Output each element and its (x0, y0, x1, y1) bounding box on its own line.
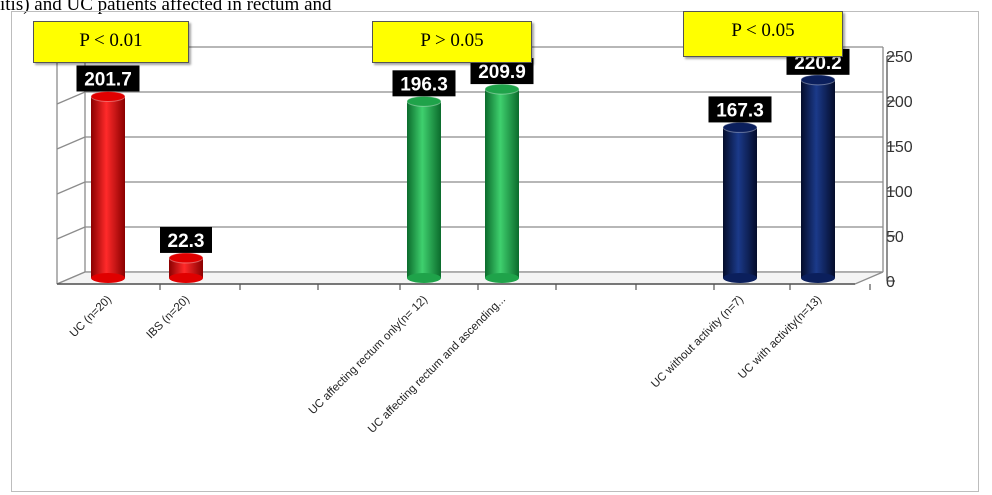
bar-body (801, 79, 835, 278)
data-label-text: 220.2 (794, 53, 842, 74)
data-label-text: 201.7 (84, 69, 132, 90)
p-value-box-activity: P < 0.05 (683, 11, 843, 57)
category-label: UC without activity (n=7) (649, 294, 746, 391)
bar-body (169, 257, 203, 278)
bar-top (484, 83, 520, 95)
gridline-side (56, 136, 86, 150)
bar-body (485, 89, 519, 278)
y-tick-label: 0 (886, 274, 895, 291)
bar (800, 74, 836, 283)
y-axis: 0 50 100 150 200 250 (886, 49, 913, 291)
y-tick-label: 150 (886, 139, 913, 156)
bar (168, 252, 204, 283)
data-label: 196.3 (392, 70, 456, 97)
data-label-text: 209.9 (478, 62, 526, 83)
bar-base (407, 273, 441, 283)
data-label-box (160, 226, 212, 253)
data-label-box (392, 70, 456, 97)
bar-top (800, 74, 836, 86)
bar-top (90, 90, 126, 102)
bar-base (723, 273, 757, 283)
data-label-text: 167.3 (716, 100, 764, 121)
data-label: 167.3 (708, 96, 772, 123)
gridline-side (56, 226, 86, 240)
y-tick-label: 50 (886, 229, 904, 246)
data-label: 201.7 (76, 65, 140, 92)
gridline-side (56, 91, 86, 105)
data-labels-layer: 201.7 22.3 196.3 209.9 167.3 220.2 (76, 48, 850, 253)
data-label-text: 22.3 (168, 231, 205, 252)
x-axis-labels: UC (n=20) IBS (n=20) UC affecting rectum o… (68, 294, 824, 436)
bar-base (169, 273, 203, 283)
bar (722, 121, 758, 283)
category-label: IBS (n=20) (145, 294, 193, 342)
bar-top (406, 95, 442, 107)
gridline-side (56, 181, 86, 195)
category-label: UC affecting rectum and ascending... (366, 294, 508, 436)
p-value-box-uc-vs-ibs: P < 0.01 (33, 21, 189, 63)
bar-base (485, 273, 519, 283)
category-label: UC with activity(n=13) (736, 294, 824, 382)
chart-frame (11, 11, 979, 492)
data-label-box (76, 65, 140, 92)
bar-base (91, 273, 125, 283)
p-value-box-rectum: P > 0.05 (372, 21, 532, 63)
bar-body (407, 101, 441, 278)
y-tick-label: 200 (886, 94, 913, 111)
y-tick-label: 250 (886, 49, 913, 66)
data-label-text: 196.3 (400, 74, 448, 95)
bar-base (801, 273, 835, 283)
bar-body (723, 127, 757, 279)
y-tick-label: 100 (886, 184, 913, 201)
bar-body (91, 96, 125, 278)
bar (406, 95, 442, 283)
bar (90, 90, 126, 283)
bar (484, 83, 520, 283)
bar-top (168, 252, 204, 264)
bar-top (722, 121, 758, 133)
category-label: UC (n=20) (68, 294, 114, 340)
data-label-box (708, 96, 772, 123)
bars-layer (90, 74, 836, 283)
data-label: 22.3 (160, 226, 212, 253)
